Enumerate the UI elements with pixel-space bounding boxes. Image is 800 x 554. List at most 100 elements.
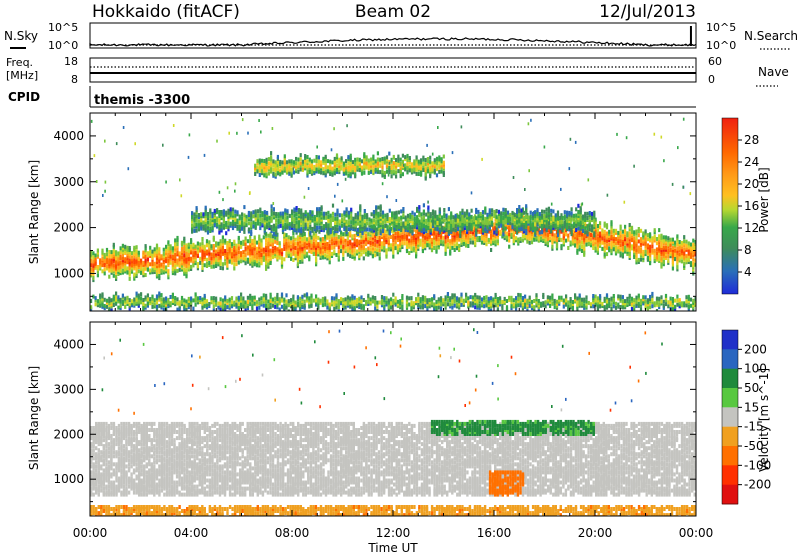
power-cell bbox=[331, 203, 335, 208]
power-cell bbox=[434, 212, 437, 217]
power-cell bbox=[617, 245, 620, 250]
power-cell bbox=[671, 266, 674, 271]
power-cell bbox=[247, 227, 250, 232]
power-cell bbox=[671, 299, 674, 304]
power-cell bbox=[410, 244, 413, 249]
power-cell bbox=[689, 261, 693, 266]
power-cell bbox=[317, 242, 320, 247]
power-cell bbox=[137, 299, 140, 304]
power-cell bbox=[404, 221, 407, 226]
power-cell bbox=[316, 211, 319, 216]
power-cell bbox=[269, 240, 272, 245]
power-cell bbox=[401, 242, 404, 247]
power-cell bbox=[363, 215, 366, 220]
power-cell bbox=[633, 306, 636, 311]
power-cell bbox=[285, 241, 288, 246]
power-cell bbox=[451, 237, 454, 242]
power-cell bbox=[603, 296, 606, 301]
power-cell bbox=[319, 247, 322, 252]
power-cell bbox=[587, 300, 590, 305]
power-cell bbox=[286, 219, 289, 224]
power-cell bbox=[619, 232, 622, 237]
power-cell bbox=[603, 234, 606, 238]
power-cell bbox=[96, 269, 99, 274]
power-cell bbox=[637, 233, 640, 238]
power-cell bbox=[488, 220, 491, 225]
power-cell bbox=[649, 255, 652, 259]
power-cell bbox=[426, 298, 429, 303]
power-cell bbox=[283, 242, 286, 247]
power-cell bbox=[497, 209, 500, 214]
power-cell bbox=[378, 248, 381, 253]
power-cell bbox=[551, 230, 554, 235]
power-cell bbox=[410, 296, 413, 301]
power-cell bbox=[267, 233, 270, 238]
power-cell bbox=[610, 228, 613, 233]
power-cell bbox=[664, 241, 668, 246]
power-cell bbox=[270, 225, 273, 229]
power-cell bbox=[119, 246, 122, 251]
power-cell bbox=[694, 246, 696, 251]
power-cell bbox=[220, 214, 223, 219]
power-cell bbox=[155, 243, 159, 248]
power-cell bbox=[440, 306, 443, 311]
power-cell bbox=[292, 231, 295, 236]
power-cell bbox=[421, 232, 424, 237]
power-cell bbox=[470, 227, 473, 232]
power-cell bbox=[218, 212, 221, 217]
power-cell bbox=[594, 300, 597, 305]
power-cell bbox=[294, 300, 297, 305]
power-cell bbox=[212, 235, 215, 240]
power-cell bbox=[294, 250, 297, 255]
power-cell bbox=[263, 230, 266, 235]
power-cell bbox=[217, 262, 220, 267]
power-cell bbox=[353, 299, 356, 304]
power-cell bbox=[205, 261, 209, 266]
power-cell bbox=[565, 302, 568, 307]
power-cell bbox=[90, 305, 93, 310]
power-cell bbox=[424, 304, 427, 309]
power-cell bbox=[115, 291, 118, 296]
power-cell bbox=[497, 218, 500, 223]
power-cell bbox=[230, 300, 234, 305]
power-cell bbox=[505, 299, 509, 303]
power-cell bbox=[451, 293, 454, 298]
power-cell bbox=[321, 247, 324, 252]
power-cell bbox=[217, 301, 220, 306]
power-cell bbox=[490, 233, 493, 238]
power-cell bbox=[105, 252, 109, 257]
power-cell bbox=[328, 245, 331, 250]
power-cell bbox=[687, 303, 690, 308]
power-cell bbox=[399, 248, 402, 253]
power-cell bbox=[400, 217, 403, 222]
power-cell bbox=[329, 226, 332, 230]
power-cell bbox=[356, 230, 360, 234]
power-cell bbox=[528, 295, 531, 300]
power-cell bbox=[436, 225, 439, 230]
power-cell bbox=[155, 247, 159, 252]
power-cell bbox=[456, 220, 460, 225]
power-cell bbox=[315, 243, 318, 248]
power-cell bbox=[662, 249, 665, 254]
power-cell bbox=[270, 208, 273, 213]
power-cell bbox=[475, 210, 478, 214]
power-cell bbox=[453, 299, 456, 304]
power-cell bbox=[358, 245, 361, 250]
power-cell bbox=[240, 251, 243, 256]
power-cell bbox=[401, 238, 404, 243]
power-cell bbox=[635, 229, 638, 234]
power-cell bbox=[421, 249, 424, 254]
power-cell bbox=[153, 247, 156, 252]
power-cell bbox=[431, 211, 435, 216]
power-cell bbox=[201, 297, 204, 302]
power-cell bbox=[158, 303, 161, 308]
power-cell bbox=[429, 212, 432, 217]
power-cell bbox=[310, 241, 313, 246]
power-cell bbox=[263, 222, 266, 227]
power-cell bbox=[396, 244, 399, 249]
power-cell bbox=[410, 240, 413, 245]
power-cell bbox=[458, 303, 461, 308]
power-cell bbox=[281, 230, 285, 235]
power-cell bbox=[205, 264, 209, 268]
power-cell bbox=[529, 220, 532, 225]
